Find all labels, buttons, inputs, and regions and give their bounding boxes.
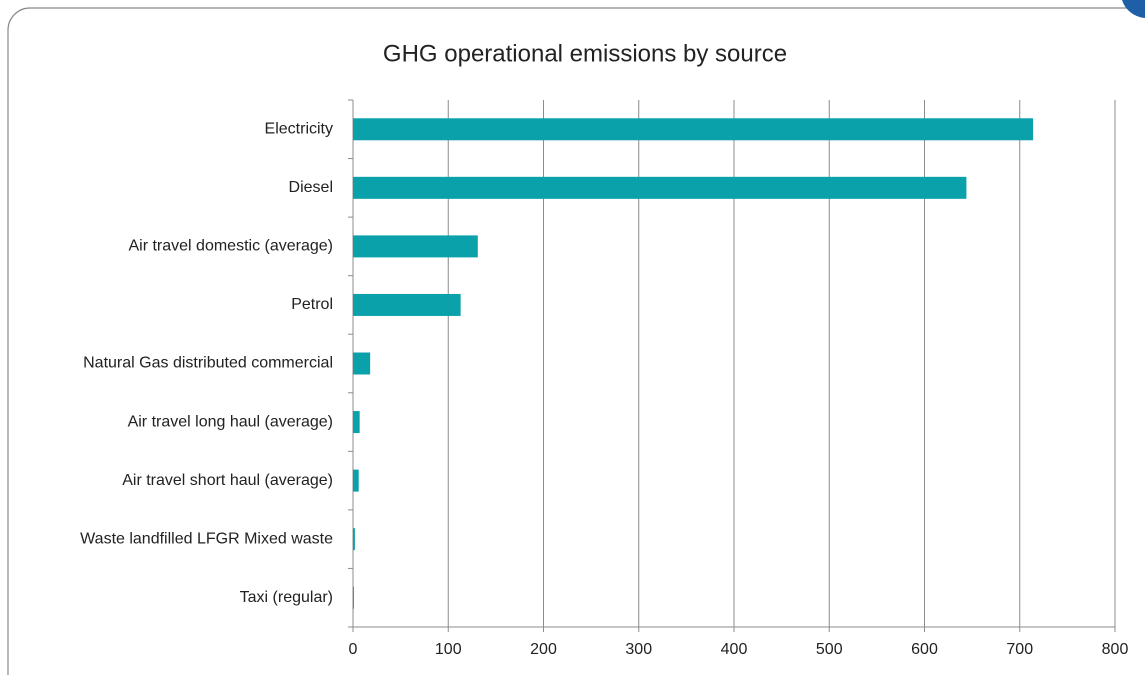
x-tick-label: 400 — [721, 641, 748, 658]
x-tick-label: 0 — [349, 641, 358, 658]
bar — [353, 352, 371, 375]
y-tick-label: Electricity — [265, 120, 333, 137]
x-tick-label: 100 — [435, 641, 462, 658]
chart-title: GHG operational emissions by source — [383, 40, 787, 67]
bar — [353, 528, 355, 551]
y-tick-label: Waste landfilled LFGR Mixed waste — [80, 530, 333, 547]
y-tick-label: Petrol — [291, 296, 333, 313]
bar — [353, 411, 360, 434]
bar — [353, 293, 461, 316]
chart-frame — [7, 7, 1145, 675]
y-tick-label: Air travel short haul (average) — [122, 472, 333, 489]
bar — [353, 586, 354, 609]
y-tick-label: Air travel domestic (average) — [128, 238, 333, 255]
x-tick-label: 200 — [530, 641, 557, 658]
y-tick-label: Air travel long haul (average) — [128, 413, 333, 430]
bar — [353, 469, 359, 492]
corner-decoration — [1122, 0, 1145, 18]
x-tick-label: 300 — [625, 641, 652, 658]
bar — [353, 176, 967, 199]
x-tick-label: 700 — [1006, 641, 1033, 658]
y-tick-label: Taxi (regular) — [240, 589, 333, 606]
y-tick-label: Natural Gas distributed commercial — [83, 355, 333, 372]
x-tick-label: 600 — [911, 641, 938, 658]
bar — [353, 118, 1034, 141]
bar — [353, 235, 478, 258]
y-tick-label: Diesel — [289, 179, 333, 196]
x-tick-label: 800 — [1102, 641, 1129, 658]
x-tick-label: 500 — [816, 641, 843, 658]
